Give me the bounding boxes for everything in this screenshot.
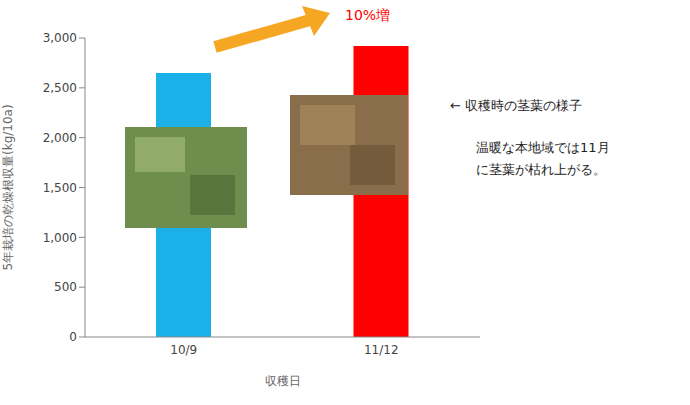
svg-text:2,500: 2,500 [43,81,77,95]
svg-text:収穫日: 収穫日 [265,374,301,388]
svg-text:500: 500 [54,280,77,294]
svg-text:0: 0 [69,330,77,344]
svg-text:温暖な本地域では11月: 温暖な本地域では11月 [476,140,610,155]
svg-text:11/12: 11/12 [364,343,399,357]
svg-text:2,000: 2,000 [43,131,77,145]
svg-text:3,000: 3,000 [43,31,77,45]
svg-text:← 収穫時の茎葉の様子: ← 収穫時の茎葉の様子 [450,98,582,113]
svg-text:1,000: 1,000 [43,231,77,245]
svg-text:10/9: 10/9 [170,343,197,357]
svg-text:1,500: 1,500 [43,181,77,195]
svg-text:に茎葉が枯れ上がる。: に茎葉が枯れ上がる。 [476,162,606,177]
svg-text:5年栽培の乾燥根収量(kg/10a): 5年栽培の乾燥根収量(kg/10a) [1,104,15,270]
svg-text:10%増: 10%増 [345,7,390,23]
